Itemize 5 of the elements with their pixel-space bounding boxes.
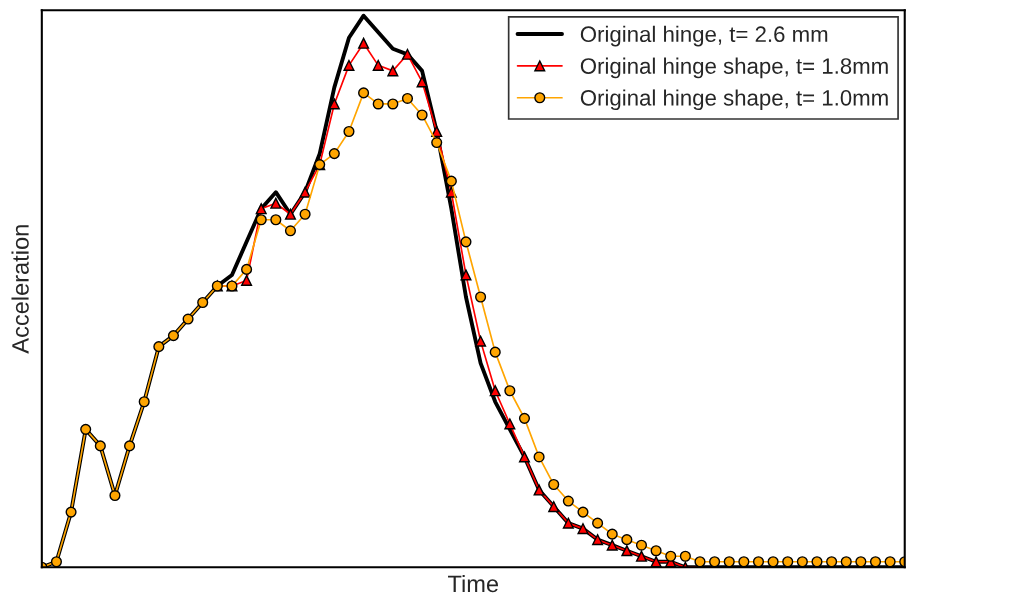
y-axis-title: Acceleration — [11, 225, 29, 354]
legend-label: Original hinge shape, t= 1.8mm — [580, 57, 888, 79]
legend-label: Original hinge, t= 2.6 mm — [580, 25, 828, 47]
x-axis-title: Time — [448, 574, 499, 593]
legend-label: Original hinge shape, t= 1.0mm — [580, 89, 888, 111]
